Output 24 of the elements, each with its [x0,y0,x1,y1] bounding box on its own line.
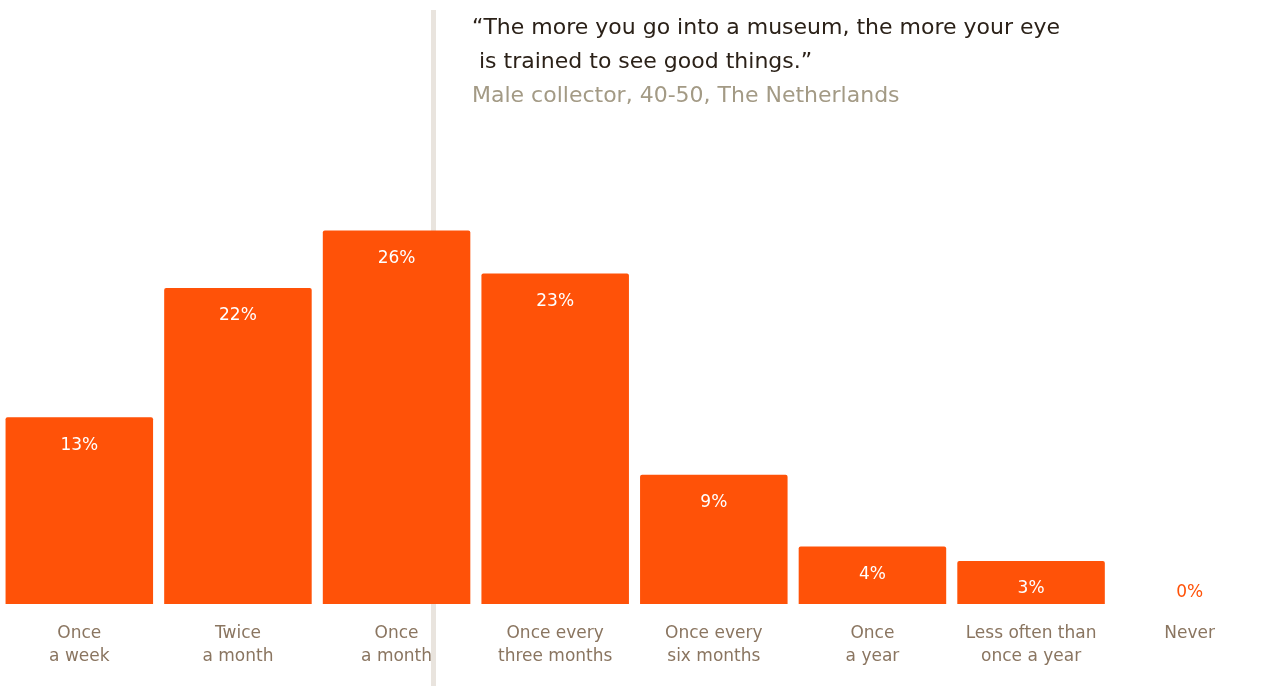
x-tick-label: Once a week [49,622,110,665]
x-tick-label: Once every three months [497,622,613,665]
x-tick-label: Once every six months [665,622,763,665]
x-tick-label: Less often than once a year [965,622,1097,665]
bar [798,546,947,605]
x-tick-label: Once a month [361,622,433,665]
data-label: 3% [1017,577,1045,598]
data-label: 9% [700,491,728,512]
x-tick-label: Twice a month [202,622,274,665]
text: Male collector, 40-50, The Netherlands [472,81,901,109]
data-label: 23% [536,290,575,311]
data-label: 0% [1176,580,1204,601]
data-label: 22% [219,304,257,325]
data-label: 26% [377,246,416,267]
x-tick-label: Once a year [845,622,900,665]
bar [957,560,1105,605]
data-label: 4% [858,563,886,584]
text: “The more you go into a museum, the more your eye is trained to see good things.” [472,13,1061,75]
bar [164,287,312,605]
bar [481,273,629,605]
bar [5,417,154,605]
data-label: 13% [60,433,99,454]
x-tick-label: Never [1164,622,1216,642]
bar [640,474,788,605]
